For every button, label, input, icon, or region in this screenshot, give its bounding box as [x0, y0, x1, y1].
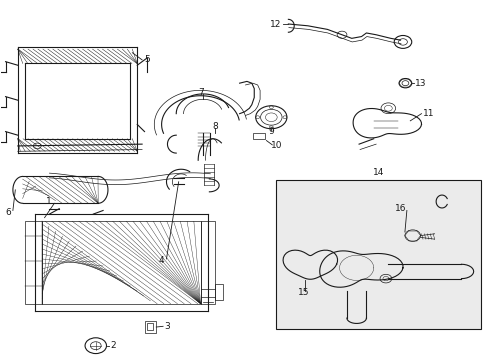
Text: 14: 14: [372, 168, 384, 177]
Bar: [215, 284, 222, 300]
Text: 16: 16: [394, 204, 406, 213]
Text: 9: 9: [268, 127, 274, 136]
Text: 15: 15: [298, 288, 309, 297]
Text: 2: 2: [110, 341, 116, 350]
Text: 8: 8: [212, 122, 218, 131]
Text: 11: 11: [422, 109, 433, 118]
Text: 5: 5: [144, 55, 150, 64]
Bar: [147, 323, 153, 330]
Bar: [200, 221, 215, 304]
Bar: [25, 221, 42, 304]
Bar: [42, 221, 200, 304]
Text: 13: 13: [414, 79, 426, 88]
Text: 12: 12: [269, 19, 281, 28]
Text: 1: 1: [46, 197, 52, 206]
Text: 6: 6: [5, 208, 11, 217]
Text: 4: 4: [159, 256, 164, 265]
Bar: [252, 134, 264, 139]
Bar: [276, 180, 480, 329]
Text: 3: 3: [163, 322, 169, 331]
Text: 7: 7: [197, 87, 203, 96]
Text: 10: 10: [271, 141, 282, 150]
Bar: [144, 320, 156, 333]
